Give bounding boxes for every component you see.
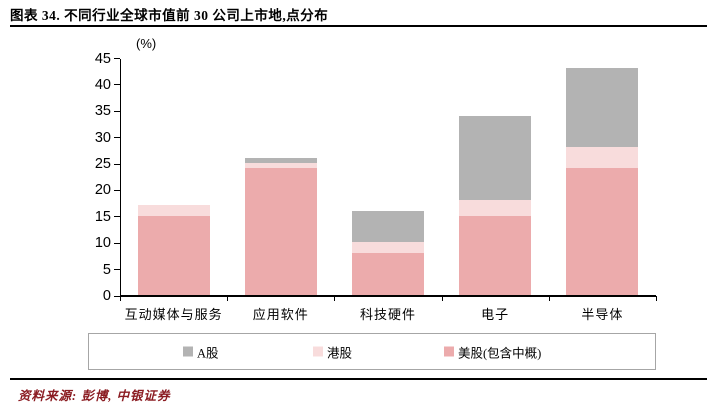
x-axis-tick [227, 296, 229, 301]
x-axis-line [120, 295, 656, 297]
bar-3-stack[interactable] [352, 210, 424, 295]
y-axis-tick-label: 20 [94, 182, 111, 199]
bar-segment-美股(包含中概)[interactable] [352, 252, 424, 295]
y-axis-tick-label: 35 [94, 103, 111, 120]
x-category-label: 科技硬件 [359, 307, 416, 322]
y-axis-tick [114, 163, 120, 165]
bar-segment-美股(包含中概)[interactable] [459, 215, 532, 295]
x-axis-tick [548, 296, 550, 301]
bar-segment-A股[interactable] [352, 210, 424, 243]
legend-swatch-icon [313, 346, 323, 357]
x-axis-tick [334, 296, 336, 301]
y-axis-tick-label: 45 [94, 50, 111, 67]
bar-segment-美股(包含中概)[interactable] [566, 168, 639, 295]
x-category-label: 半导体 [581, 307, 624, 322]
y-axis-tick-label: 25 [94, 156, 111, 173]
y-axis-tick-label: 10 [94, 235, 111, 252]
y-axis-tick-label: 30 [94, 129, 111, 146]
y-axis-tick [114, 84, 120, 86]
bar-2-stack[interactable] [244, 157, 317, 295]
y-axis-tick [114, 189, 120, 191]
y-axis-tick-label: 40 [94, 76, 111, 93]
y-axis-tick [114, 269, 120, 271]
y-axis-tick-label: 15 [94, 208, 111, 225]
x-category-label: 应用软件 [252, 307, 309, 322]
x-category-label: 互动媒体与服务 [124, 307, 223, 322]
bar-segment-港股[interactable] [137, 205, 210, 216]
bar-segment-A股[interactable] [459, 115, 532, 201]
legend-item-A股[interactable]: A股 [183, 342, 219, 361]
chart-title: 图表 34. 不同行业全球市值前 30 公司上市地,点分布 [10, 8, 329, 23]
bar-segment-美股(包含中概)[interactable] [137, 215, 210, 295]
y-axis-tick-label: 0 [102, 288, 111, 304]
legend-swatch-icon [444, 346, 454, 357]
bar-segment-美股(包含中概)[interactable] [244, 168, 317, 295]
bar-segment-A股[interactable] [566, 68, 639, 148]
legend-item-港股[interactable]: 港股 [313, 342, 352, 361]
legend-swatch-icon [183, 346, 193, 357]
bar-segment-港股[interactable] [566, 147, 639, 169]
bar-segment-港股[interactable] [352, 242, 424, 253]
y-axis-tick [114, 216, 120, 218]
y-axis-unit-label: (%) [136, 36, 157, 51]
bar-segment-港股[interactable] [459, 200, 532, 216]
legend-label: 美股(包含中概) [458, 346, 542, 360]
y-axis-tick [114, 242, 120, 244]
bar-5-stack[interactable] [566, 68, 639, 295]
bar-4-stack[interactable] [459, 115, 532, 295]
y-axis-tick [114, 295, 120, 297]
y-axis-tick [114, 137, 120, 139]
y-axis-tick-label: 5 [102, 261, 111, 278]
bar-1-stack[interactable] [137, 205, 210, 295]
bar-segment-港股[interactable] [244, 163, 317, 169]
x-category-label: 电子 [481, 307, 510, 322]
footer-divider [10, 378, 707, 380]
legend-label: A股 [197, 346, 219, 360]
x-axis-tick [120, 296, 121, 301]
bar-segment-A股[interactable] [244, 157, 317, 164]
y-axis-tick [114, 110, 120, 112]
data-source-note: 资料来源: 彭博, 中银证券 [18, 389, 171, 403]
x-axis-tick [656, 296, 657, 301]
chart-legend: A股 港股 美股(包含中概) [88, 333, 656, 370]
legend-item-美股(包含中概)[interactable]: 美股(包含中概) [444, 342, 541, 361]
y-axis-line [120, 58, 121, 296]
x-axis-tick [441, 296, 443, 301]
title-divider [10, 25, 707, 27]
y-axis-tick [114, 58, 120, 59]
legend-label: 港股 [327, 346, 353, 360]
